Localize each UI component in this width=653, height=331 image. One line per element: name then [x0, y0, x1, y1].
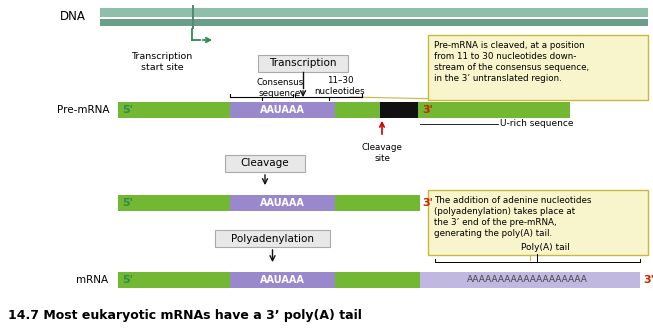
Text: 5': 5' — [122, 105, 133, 115]
Text: AAUAAA: AAUAAA — [259, 198, 304, 208]
Text: DNA: DNA — [60, 11, 86, 24]
Bar — [215, 230, 330, 247]
Text: 5': 5' — [122, 275, 133, 285]
Text: Transcription: Transcription — [269, 59, 337, 69]
Text: mRNA: mRNA — [76, 275, 108, 285]
Text: 14.7 Most eukaryotic mRNAs have a 3’ poly(A) tail: 14.7 Most eukaryotic mRNAs have a 3’ pol… — [8, 309, 362, 322]
Bar — [258, 55, 348, 72]
Text: The addition of adenine nucleotides
(polyadenylation) takes place at
the 3’ end : The addition of adenine nucleotides (pol… — [434, 196, 592, 238]
Bar — [118, 195, 420, 211]
Text: Cleavage: Cleavage — [241, 159, 289, 168]
Text: 11–30
nucleotides: 11–30 nucleotides — [315, 76, 365, 96]
Text: 5': 5' — [122, 198, 133, 208]
Bar — [100, 8, 648, 17]
Text: 3': 3' — [422, 105, 433, 115]
Bar — [100, 19, 648, 26]
Text: Poly(A) tail: Poly(A) tail — [520, 243, 569, 252]
Text: Pre-mRNA is cleaved, at a position
from 11 to 30 nucleotides down-
stream of the: Pre-mRNA is cleaved, at a position from … — [434, 41, 589, 83]
Bar — [380, 102, 418, 118]
Text: AAUAAA: AAUAAA — [259, 275, 304, 285]
Bar — [230, 195, 335, 211]
Bar — [420, 272, 640, 288]
Bar — [230, 272, 335, 288]
Text: 3': 3' — [422, 198, 433, 208]
Bar — [230, 102, 335, 118]
Bar — [428, 35, 648, 100]
Text: Transcription
start site: Transcription start site — [131, 52, 193, 72]
Text: AAAAAAAAAAAAAAAAAAA: AAAAAAAAAAAAAAAAAAA — [466, 275, 588, 285]
Text: Pre-mRNA: Pre-mRNA — [57, 105, 110, 115]
Text: AAUAAA: AAUAAA — [259, 105, 304, 115]
Bar — [192, 5, 194, 29]
Text: Consensus
sequence: Consensus sequence — [257, 78, 304, 98]
Text: 3': 3' — [643, 275, 653, 285]
Text: U-rich sequence: U-rich sequence — [500, 119, 573, 128]
Bar — [118, 102, 570, 118]
Bar — [118, 272, 420, 288]
Text: Polyadenylation: Polyadenylation — [231, 233, 314, 244]
Text: Cleavage
site: Cleavage site — [362, 143, 402, 163]
Bar — [225, 155, 305, 172]
Bar — [428, 190, 648, 255]
